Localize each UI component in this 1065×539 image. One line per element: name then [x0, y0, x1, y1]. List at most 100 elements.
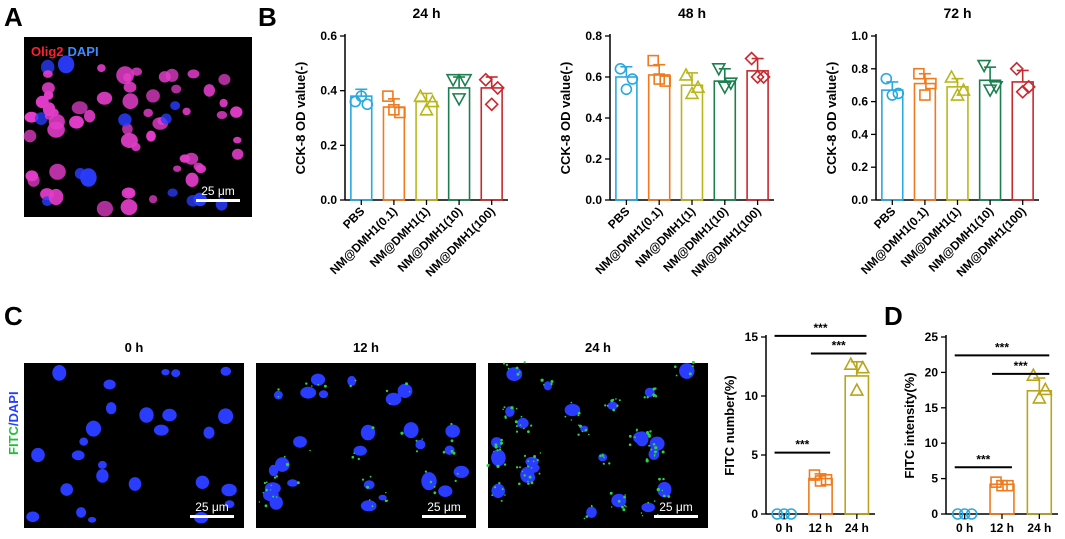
olig2-cell: [57, 55, 75, 74]
olig2-cell: [122, 123, 133, 135]
fitc-dot: [515, 430, 519, 433]
data-point: [744, 51, 759, 66]
nucleus: [300, 386, 317, 399]
fitc-dot: [650, 448, 653, 451]
fitc-dot: [581, 430, 584, 433]
nucleus: [106, 402, 117, 415]
nucleus: [403, 422, 419, 439]
fitc-dot: [501, 488, 504, 491]
y-tick-label: 0.4: [851, 127, 868, 141]
fitc-dot: [516, 372, 520, 376]
fitc-dot: [612, 408, 616, 412]
fitc-dot: [486, 464, 490, 467]
fitc-dot: [371, 426, 375, 430]
y-tick-label: 0.2: [320, 138, 337, 152]
fitc-dot: [385, 492, 387, 494]
fitc-dot: [496, 449, 499, 452]
y-tick-label: 0.0: [585, 193, 602, 207]
data-point: [690, 79, 706, 94]
data-point: [750, 69, 765, 85]
data-point: [394, 106, 406, 119]
data-point: [484, 97, 499, 112]
fitc-dot: [523, 427, 525, 430]
fitc-dot: [602, 462, 605, 465]
fitc-dot: [491, 494, 494, 497]
olig2-cell: [143, 108, 153, 118]
y-tick-label: 0.4: [320, 84, 337, 98]
fitc-dot: [654, 446, 658, 450]
fitc-dot: [408, 390, 411, 393]
fitc-micrograph-0: 0 h 25 μm: [24, 340, 244, 528]
fitc-dot: [661, 450, 665, 454]
y-tick-label: 0.4: [585, 111, 602, 125]
significance-label: ***: [813, 321, 827, 335]
x-tick-label: PBS: [340, 204, 367, 231]
fitc-dot: [540, 378, 544, 382]
fitc-dot: [324, 384, 327, 388]
nucleus: [641, 502, 655, 513]
data-point: [678, 67, 694, 81]
data-point: [1002, 479, 1014, 492]
data-point: [425, 93, 440, 108]
y-axis-label: FITC intensity(%): [902, 372, 917, 478]
bar: [946, 86, 969, 201]
olig2-cell: [193, 162, 204, 171]
fitc-dot: [530, 467, 533, 469]
y-tick-label: 0.0: [851, 193, 868, 207]
data-point: [988, 81, 1004, 95]
fitc-dot: [656, 488, 660, 492]
bar: [1011, 81, 1034, 201]
data-point: [684, 85, 700, 100]
bar: [480, 87, 503, 201]
data-point: [382, 90, 394, 102]
fitc-dot: [454, 479, 457, 482]
nucleus: [161, 369, 170, 376]
nucleus: [162, 408, 177, 422]
y-tick-label: 10: [745, 389, 759, 403]
fitc-dot: [305, 382, 308, 385]
fitc-dot: [510, 406, 514, 410]
fitc-dot: [442, 450, 446, 454]
data-point: [647, 54, 660, 67]
nucleus: [607, 401, 618, 410]
y-tick-label: 0.0: [320, 193, 337, 207]
fitc-dot: [652, 393, 656, 397]
olig2-cell: [42, 82, 55, 94]
nucleus: [79, 437, 89, 446]
fitc-dot: [577, 414, 580, 417]
x-tick-label: 12 h: [990, 521, 1014, 535]
fitc-dot: [570, 401, 573, 404]
data-point: [880, 72, 893, 85]
data-point: [1031, 390, 1047, 404]
fitc-dot: [628, 443, 632, 447]
micrograph-title: 0 h: [125, 340, 144, 355]
fitc-dot: [662, 494, 666, 498]
fitc-dot: [368, 499, 371, 501]
fitc-dot: [514, 420, 518, 424]
olig2-cell: [49, 163, 66, 180]
fitc-dot: [523, 454, 527, 457]
data-point: [355, 90, 368, 102]
fitc-dot: [649, 430, 652, 433]
olig2-cell: [203, 84, 215, 97]
data-point: [711, 62, 727, 77]
fitc-dot: [273, 476, 277, 479]
fitc-dot: [498, 482, 501, 485]
fitc-dot: [530, 481, 534, 485]
fitc-dot: [354, 379, 357, 382]
fitc-dot: [371, 505, 374, 508]
nucleus: [421, 472, 437, 491]
fitc-dot: [658, 477, 661, 481]
fitc-dot: [604, 404, 607, 407]
nucleus: [679, 363, 695, 379]
data-point: [457, 73, 473, 88]
y-tick-label: 15: [925, 401, 939, 415]
panel-letter-c: C: [4, 301, 23, 331]
fitc-dot: [386, 499, 389, 502]
olig2-cell: [216, 111, 228, 119]
data-point: [820, 473, 833, 486]
data-point: [843, 356, 859, 370]
fitc-dot: [369, 475, 372, 478]
bar: [1026, 390, 1053, 515]
